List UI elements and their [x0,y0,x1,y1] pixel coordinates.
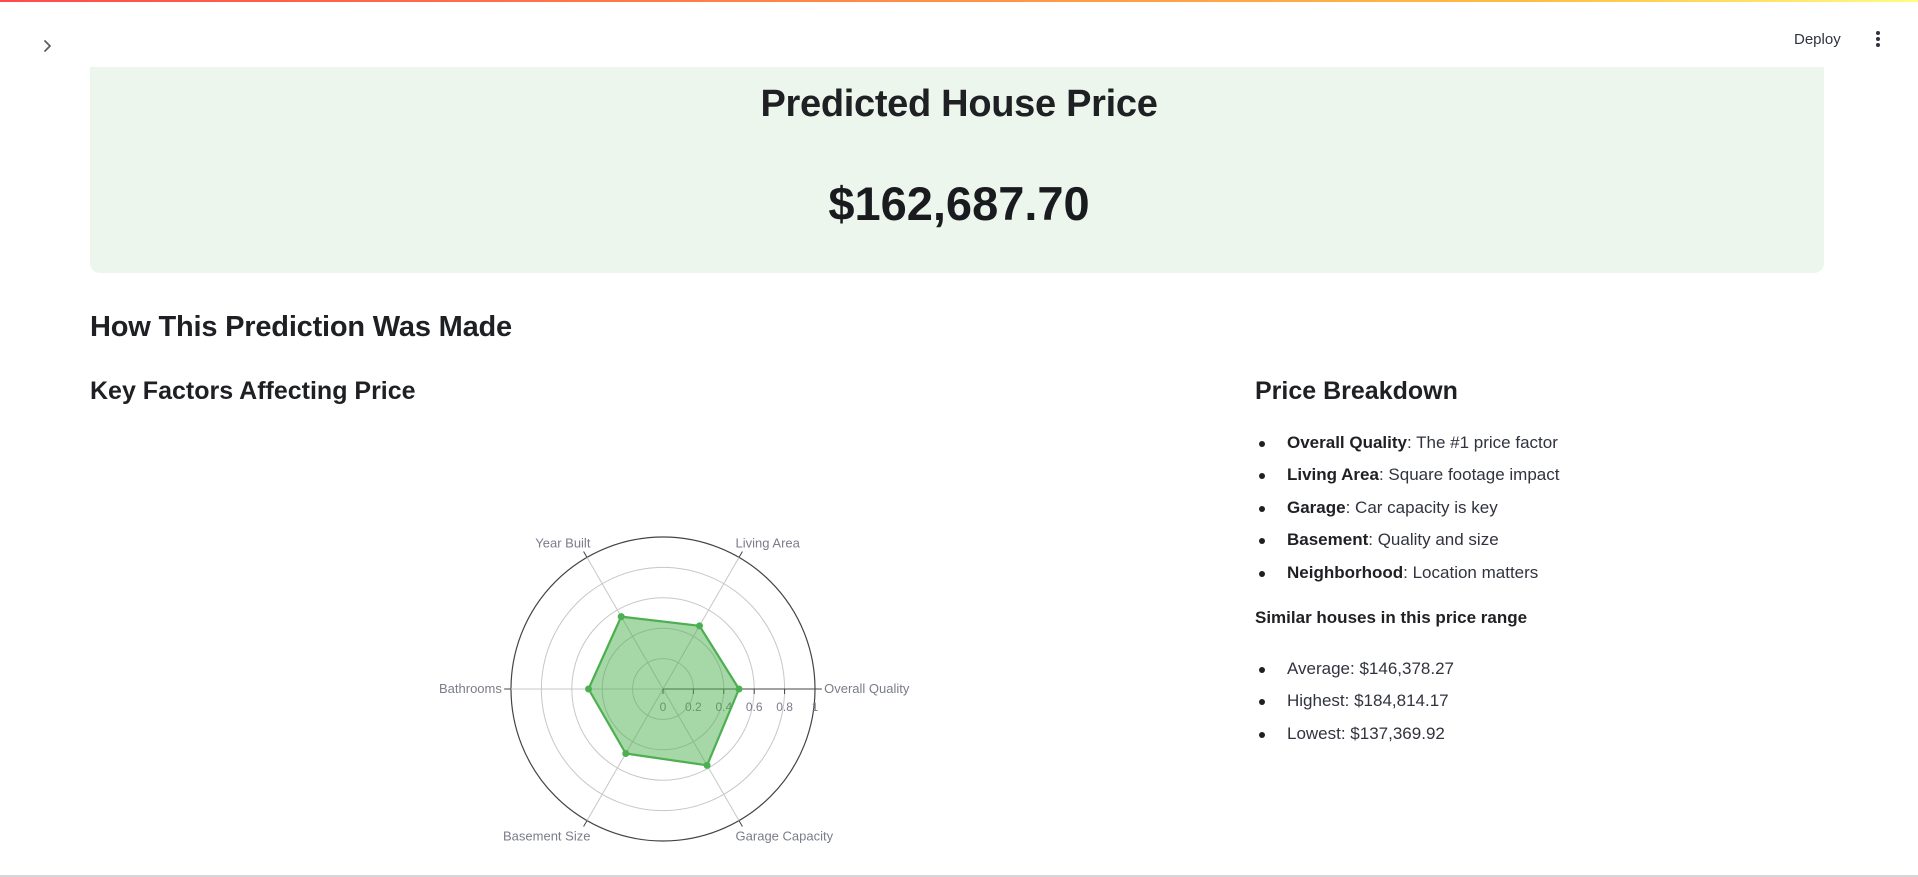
price-stats-list: Average: $146,378.27 Highest: $184,814.1… [1255,658,1454,755]
key-factors-heading: Key Factors Affecting Price [90,377,416,405]
sidebar-toggle-button[interactable] [34,33,60,59]
list-item: Garage: Car capacity is key [1255,497,1559,529]
factor-name: Garage [1287,497,1346,517]
data-point [703,761,711,769]
bottom-divider [0,875,1918,877]
result-title: Predicted House Price [760,83,1158,125]
axis-label: Garage Capacity [736,829,834,844]
factor-description: : Quality and size [1368,530,1499,550]
deploy-button[interactable]: Deploy [1786,24,1849,54]
list-item: Living Area: Square footage impact [1255,464,1559,496]
data-point [695,622,703,630]
header-decoration-bar [0,0,1918,2]
radial-tick-label: 1 [812,700,819,714]
data-point [622,750,630,758]
explanation-heading: How This Prediction Was Made [90,311,512,343]
list-item: Highest: $184,814.17 [1255,690,1454,722]
factor-name: Basement [1287,530,1369,550]
factor-description: : Car capacity is key [1345,497,1498,517]
series-area [587,615,741,767]
axis-label: Basement Size [503,829,590,844]
vertical-ellipsis-icon [1876,31,1880,47]
list-item: Basement: Quality and size [1255,529,1559,561]
factor-description: : Location matters [1403,562,1539,582]
factor-name: Overall Quality [1287,433,1407,452]
factor-list: Overall Quality: The #1 price factor Liv… [1255,432,1559,594]
axis-tick [583,820,588,827]
list-item: Overall Quality: The #1 price factor [1255,432,1559,464]
list-item: Lowest: $137,369.92 [1255,723,1454,755]
main-menu-button[interactable] [1866,26,1890,52]
axis-label: Year Built [535,535,591,550]
price-breakdown-heading: Price Breakdown [1255,377,1458,405]
factor-name: Living Area [1287,465,1379,485]
similar-houses-heading: Similar houses in this price range [1255,608,1528,627]
list-item: Neighborhood: Location matters [1255,562,1559,594]
predicted-price: $162,687.70 [828,177,1090,230]
factor-description: : The #1 price factor [1407,433,1558,452]
list-item: Average: $146,378.27 [1255,658,1454,690]
radial-tick-label: 0.8 [776,700,793,714]
axis-tick [583,551,588,558]
data-point [735,685,743,693]
axis-label: Living Area [736,535,801,550]
axis-label: Overall Quality [824,681,910,696]
data-point [585,685,593,693]
axis-tick [738,820,743,827]
factor-description: : Square footage impact [1378,465,1560,485]
chevron-right-icon [44,40,51,52]
axis-label: Bathrooms [439,681,502,696]
axis-tick [738,551,743,558]
radial-tick-label: 0.6 [746,700,763,714]
data-point [617,613,625,621]
prediction-result-box [90,67,1824,273]
factor-name: Neighborhood [1287,562,1404,582]
